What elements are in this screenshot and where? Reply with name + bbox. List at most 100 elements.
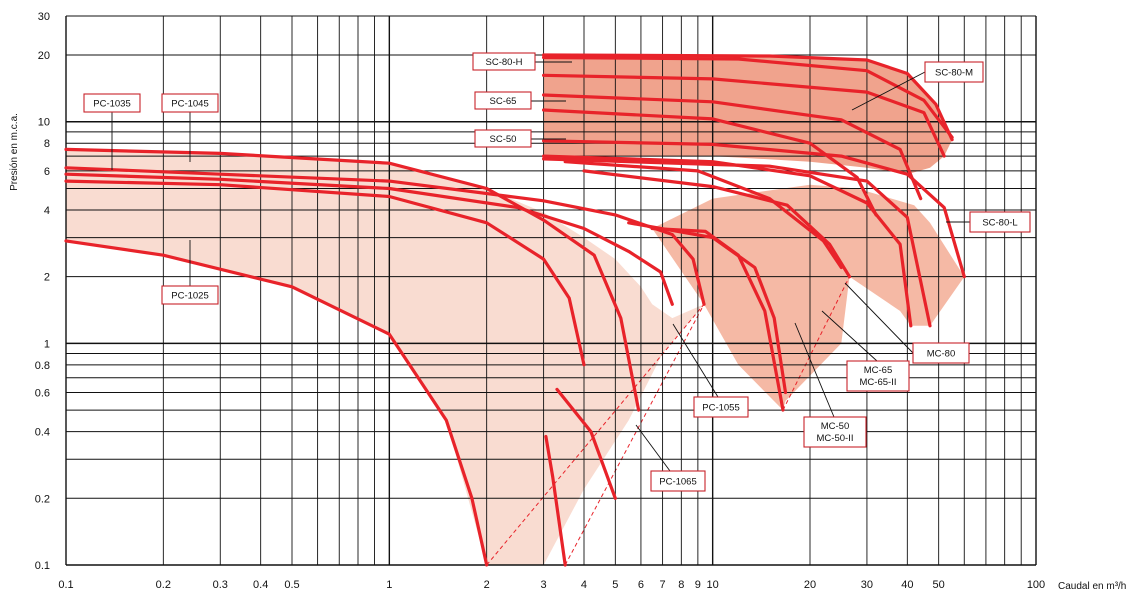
- model-label-pc-1045: PC-1045: [161, 93, 219, 113]
- label-text: MC-80: [927, 349, 956, 360]
- curve-pc-1065: [64, 166, 706, 306]
- model-label-pc-1065: PC-1065: [650, 470, 706, 492]
- label-box: [472, 52, 536, 71]
- curve-mc-65: [582, 169, 852, 279]
- label-text-line2: MC-65-II: [860, 377, 897, 388]
- y-tick-label: 6: [44, 166, 50, 178]
- x-axis-label: Caudal en m³/h: [1058, 581, 1126, 592]
- label-box: [969, 211, 1031, 233]
- label-box: [846, 360, 910, 392]
- x-tick-label: 50: [933, 579, 945, 591]
- model-label-pc-1035: PC-1035: [83, 93, 141, 113]
- curve-pc-1045-low: [555, 387, 617, 500]
- curve-mc-65-ii: [563, 160, 843, 270]
- model-label-sc-80-h: SC-80-H: [472, 52, 536, 71]
- y-tick-label: 0.6: [35, 388, 50, 400]
- model-label-pc-1025: PC-1025: [161, 285, 219, 305]
- label-box: [912, 342, 970, 364]
- x-tick-label: 0.5: [284, 579, 299, 591]
- x-tick-label: 3: [541, 579, 547, 591]
- model-label-pc-1055: PC-1055: [693, 396, 749, 418]
- x-tick-label: 0.4: [253, 579, 268, 591]
- model-labels: PC-1035 PC-1045 PC-1025 SC-80-H SC-65 SC-50 SC…: [83, 52, 1031, 492]
- x-tick-label: 40: [901, 579, 913, 591]
- curve-sc-80-h: [542, 55, 954, 139]
- label-box: [693, 396, 749, 418]
- curve-sc-80-h-top: [542, 53, 954, 142]
- x-tick-label: 0.3: [213, 579, 228, 591]
- label-text: SC-80-L: [982, 218, 1017, 229]
- curve-sc-80-m: [542, 73, 946, 158]
- x-tick-label: 20: [804, 579, 816, 591]
- leader-line: [794, 322, 835, 418]
- label-text: PC-1045: [171, 99, 209, 110]
- model-label-sc-80-m: SC-80-M: [924, 61, 984, 83]
- curve-pc-1055: [64, 172, 674, 306]
- y-tick-label: 10: [38, 117, 50, 129]
- x-tick-label: 30: [861, 579, 873, 591]
- label-text: SC-80-H: [486, 57, 523, 68]
- x-tick-label: 6: [638, 579, 644, 591]
- x-tick-label: 1: [386, 579, 392, 591]
- model-label-sc-50: SC-50: [474, 129, 532, 148]
- label-box: [650, 470, 706, 492]
- y-tick-label: 0.2: [35, 493, 50, 505]
- model-label-sc-80-l: SC-80-L: [969, 211, 1031, 233]
- label-box: [803, 416, 867, 448]
- x-tick-label: 7: [660, 579, 666, 591]
- y-tick-label: 2: [44, 272, 50, 284]
- curve-sc-80-l: [542, 139, 966, 279]
- x-tick-label: 8: [678, 579, 684, 591]
- model-label-sc-65: SC-65: [474, 91, 532, 110]
- label-text: SC-65: [490, 96, 517, 107]
- curve-sc-50: [542, 108, 878, 217]
- y-axis-label: Presión en m.c.a.: [9, 113, 20, 191]
- curve-pc-1045: [64, 147, 641, 412]
- curve-pc-1035: [64, 179, 586, 367]
- curve-sc-65: [542, 93, 923, 201]
- label-box: [161, 285, 219, 305]
- label-text: SC-80-M: [935, 68, 973, 79]
- leader-line: [844, 282, 914, 354]
- label-box: [161, 93, 219, 113]
- label-text: SC-50: [490, 134, 517, 145]
- leader-line: [672, 323, 719, 398]
- pc-range-area: [66, 149, 704, 565]
- grid-lines: [65, 15, 1037, 566]
- label-text-line2: MC-50-II: [817, 433, 854, 444]
- y-tick-label: 0.1: [35, 560, 50, 572]
- leader-line: [635, 424, 671, 472]
- leader-line: [821, 310, 878, 362]
- x-tick-label: 0.1: [58, 579, 73, 591]
- label-box: [474, 129, 532, 148]
- curve-mc-80-b: [542, 157, 932, 328]
- y-tick-labels: 0.1 0.2 0.4 0.6 0.8 1 2 4 6 8 10 20 30: [35, 11, 50, 572]
- label-text: PC-1025: [171, 291, 209, 302]
- x-tick-label: 2: [484, 579, 490, 591]
- model-label-mc-80: MC-80: [912, 342, 970, 364]
- label-box: [474, 91, 532, 110]
- label-text: MC-50: [821, 421, 850, 432]
- mc-range-area: [652, 184, 965, 411]
- y-tick-label: 0.4: [35, 427, 50, 439]
- label-text: MC-65: [864, 365, 893, 376]
- x-tick-label: 5: [612, 579, 618, 591]
- x-tick-label: 4: [581, 579, 587, 591]
- x-tick-label: 100: [1027, 579, 1045, 591]
- y-tick-label: 0.8: [35, 360, 50, 372]
- x-tick-label: 10: [707, 579, 719, 591]
- x-tick-labels: 0.1 0.2 0.3 0.4 0.5 1 2 3 4 5 6 7 8 9 10 20 30 40 50 100: [58, 579, 1045, 591]
- leader-line: [851, 71, 926, 111]
- label-box: [924, 61, 984, 83]
- curve-pc-1035-low: [544, 434, 567, 567]
- curve-pc-1025: [64, 239, 489, 567]
- curve-mc-50-ii: [627, 221, 788, 395]
- label-leader-lines: [111, 61, 970, 472]
- y-tick-label: 20: [38, 50, 50, 62]
- x-tick-label: 0.2: [156, 579, 171, 591]
- label-box: [83, 93, 141, 113]
- area-boundary: [486, 303, 705, 566]
